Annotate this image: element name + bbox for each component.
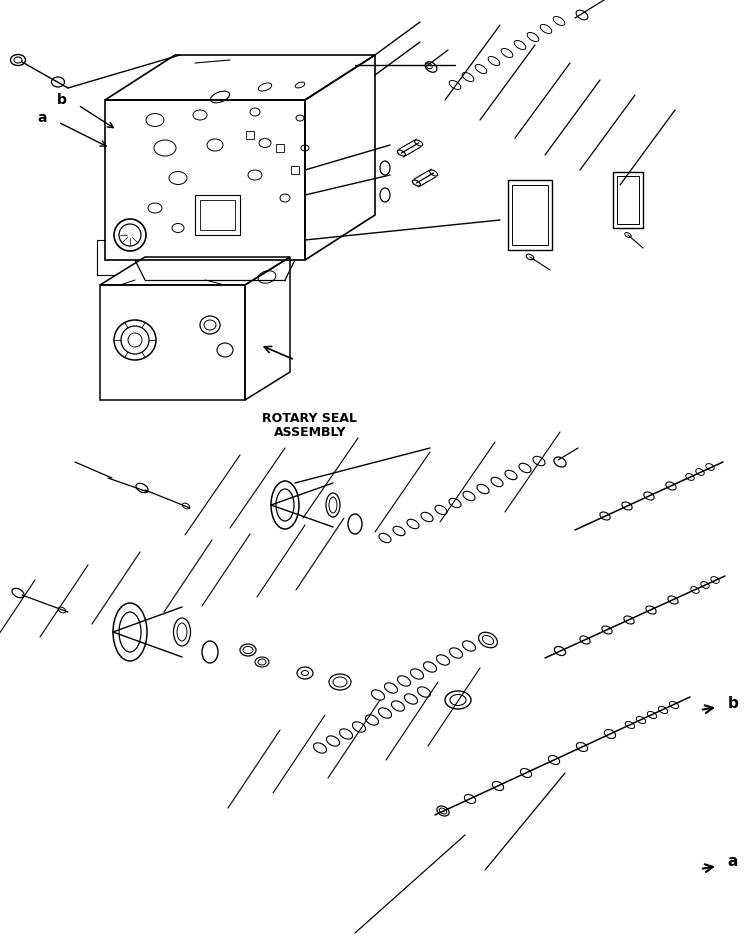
Ellipse shape [711, 577, 719, 583]
Bar [291, 166, 299, 174]
Text: ROTARY SEAL: ROTARY SEAL [262, 412, 358, 425]
Ellipse shape [636, 716, 645, 723]
Ellipse shape [695, 468, 704, 476]
Ellipse shape [669, 701, 678, 709]
Ellipse shape [437, 806, 449, 816]
Ellipse shape [701, 582, 709, 588]
Ellipse shape [648, 712, 657, 718]
Bar [246, 131, 254, 139]
Text: a: a [728, 854, 738, 869]
Text: b: b [57, 93, 67, 107]
Ellipse shape [136, 483, 148, 493]
Ellipse shape [686, 474, 694, 480]
Ellipse shape [173, 618, 190, 646]
Ellipse shape [625, 721, 635, 729]
Ellipse shape [554, 647, 565, 655]
Text: ASSEMBLY: ASSEMBLY [273, 426, 347, 439]
Bar [276, 144, 284, 152]
Ellipse shape [12, 588, 24, 598]
Ellipse shape [326, 493, 340, 517]
Ellipse shape [658, 706, 668, 714]
Ellipse shape [691, 586, 699, 594]
Text: b: b [728, 696, 739, 711]
Ellipse shape [706, 464, 714, 470]
Text: a: a [37, 111, 47, 125]
